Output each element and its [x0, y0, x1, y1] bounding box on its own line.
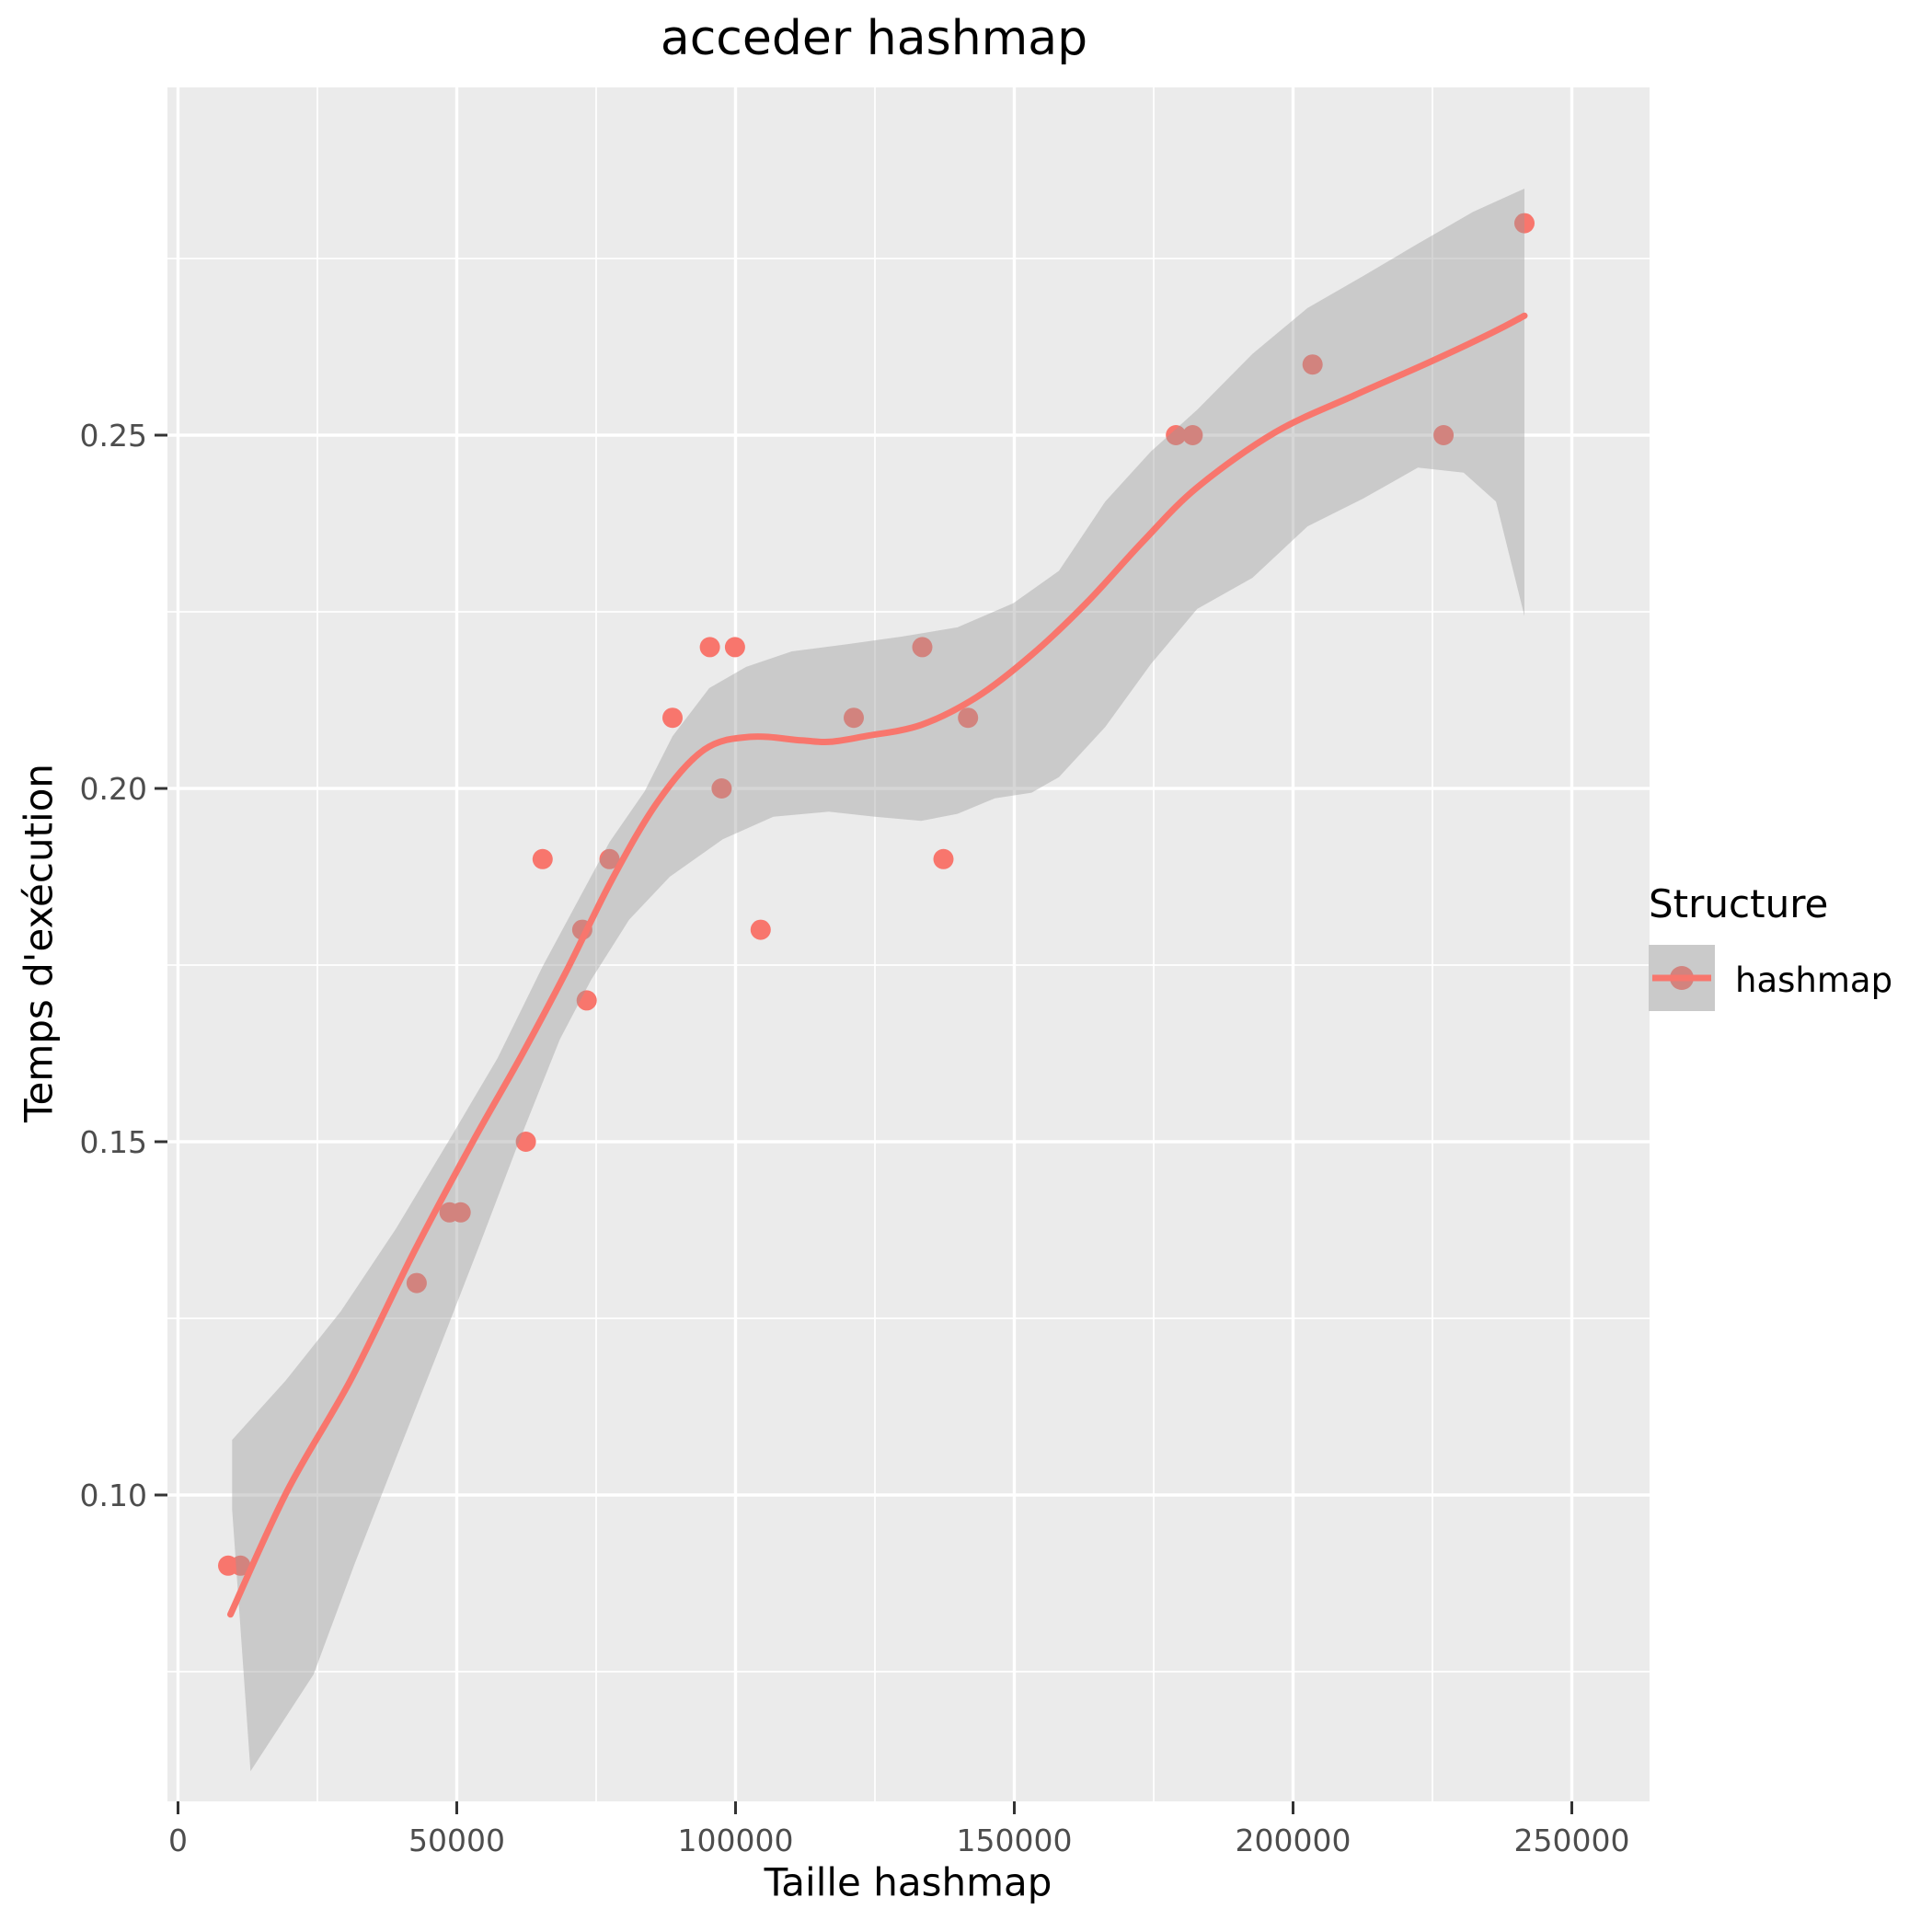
- data-point: [406, 1272, 427, 1294]
- y-axis-title: Temps d'exécution: [16, 763, 62, 1123]
- data-point: [1302, 354, 1323, 375]
- data-point: [844, 707, 864, 729]
- data-point: [699, 637, 720, 658]
- x-tick-label: 100000: [678, 1823, 794, 1858]
- data-point: [1514, 213, 1535, 234]
- data-point: [1433, 425, 1455, 445]
- x-tick-label: 150000: [957, 1823, 1073, 1858]
- y-tick-label: 0.20: [80, 771, 147, 807]
- data-point: [711, 778, 732, 799]
- y-tick-label: 0.25: [80, 418, 147, 454]
- data-point: [933, 848, 954, 869]
- data-point: [230, 1555, 251, 1576]
- y-tick-label: 0.15: [80, 1124, 147, 1160]
- x-tick-label: 50000: [408, 1823, 505, 1858]
- x-tick-label: 250000: [1514, 1823, 1630, 1858]
- smooth-line: [227, 312, 1528, 1618]
- data-point: [750, 919, 771, 940]
- data-point: [1166, 425, 1187, 445]
- data-point: [912, 637, 933, 658]
- legend-title: Structure: [1649, 881, 1829, 926]
- x-axis-title: Taille hashmap: [764, 1859, 1052, 1905]
- confidence-band: [232, 189, 1524, 1772]
- data-point: [450, 1202, 471, 1223]
- x-tick-label: 0: [168, 1823, 188, 1858]
- plot-title: acceder hashmap: [660, 11, 1088, 66]
- data-point: [958, 707, 979, 729]
- y-tick-label: 0.10: [80, 1478, 147, 1513]
- x-tick-label: 200000: [1236, 1823, 1351, 1858]
- data-point: [515, 1132, 536, 1152]
- legend-item-label: hashmap: [1735, 960, 1893, 1000]
- data-point: [1182, 425, 1203, 445]
- data-point: [532, 848, 553, 869]
- data-point: [724, 637, 745, 658]
- data-point: [599, 848, 620, 869]
- data-point: [662, 707, 683, 729]
- data-point: [576, 990, 597, 1011]
- legend-key-hashmap: [1649, 945, 1715, 1011]
